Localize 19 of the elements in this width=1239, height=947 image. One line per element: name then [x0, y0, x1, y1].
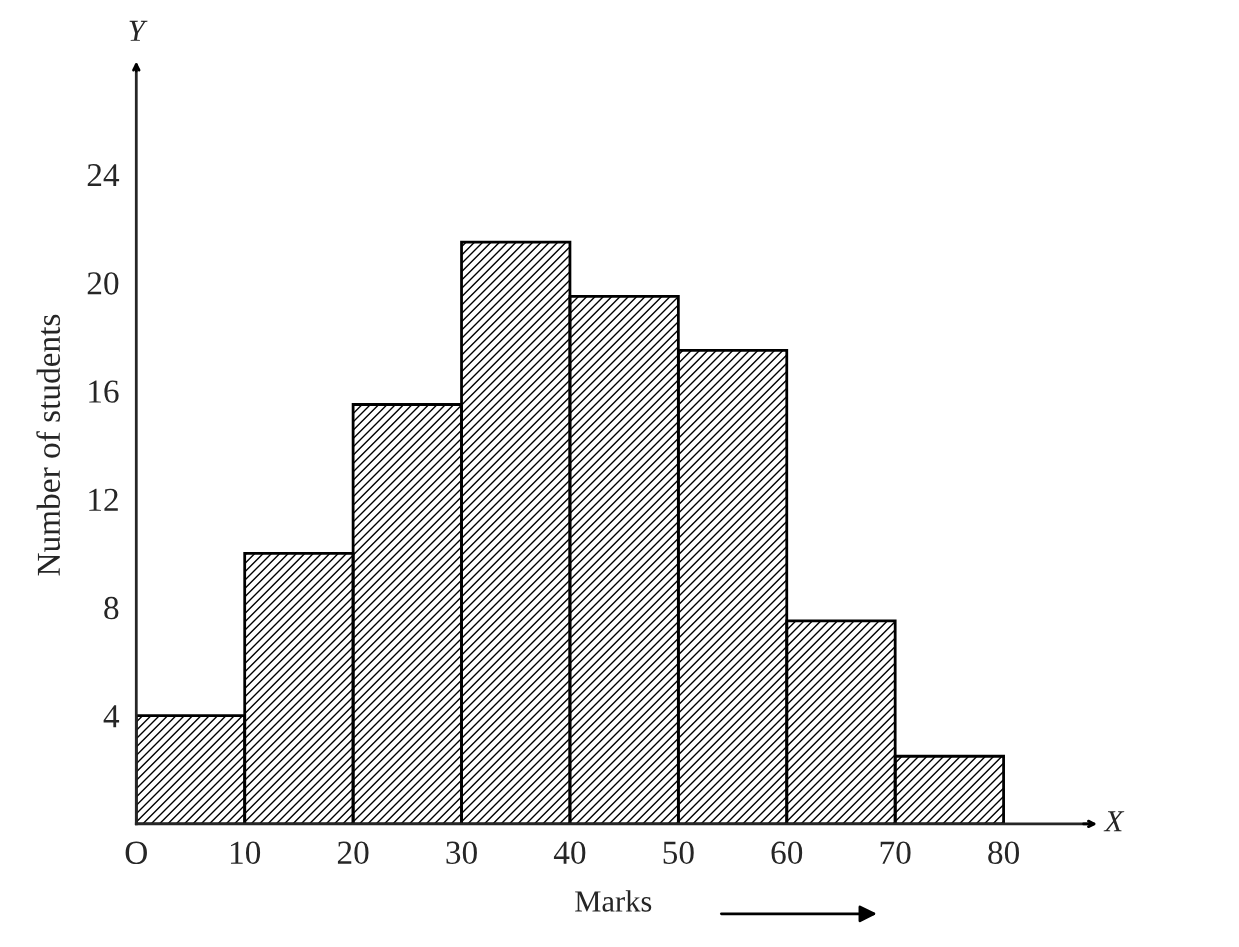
x-tick-label: 30 — [446, 841, 477, 865]
y-tick-label: 4 — [103, 705, 120, 728]
x-tick-label: 50 — [663, 841, 694, 865]
text: Y — [129, 20, 148, 41]
x-tick-label: 20 — [337, 841, 369, 865]
x-tick-label: 60 — [771, 841, 803, 865]
y-tick-label: 8 — [104, 596, 119, 620]
y-tick-label: 20 — [87, 272, 119, 295]
y-tick-label: 12 — [89, 488, 118, 511]
x-tick-label: 10 — [230, 841, 261, 865]
x-tick-label: O — [125, 841, 147, 865]
y-axis-title: Number of students — [36, 314, 61, 576]
x-tick-label: 40 — [553, 841, 586, 865]
x-axis-title: Marks — [575, 890, 652, 912]
x-tick-label: 80 — [988, 841, 1019, 865]
y-tick-label: 24 — [87, 164, 120, 187]
x-tick-label: 70 — [880, 841, 911, 865]
y-tick-label: 16 — [89, 380, 119, 403]
text: X — [1103, 811, 1125, 832]
